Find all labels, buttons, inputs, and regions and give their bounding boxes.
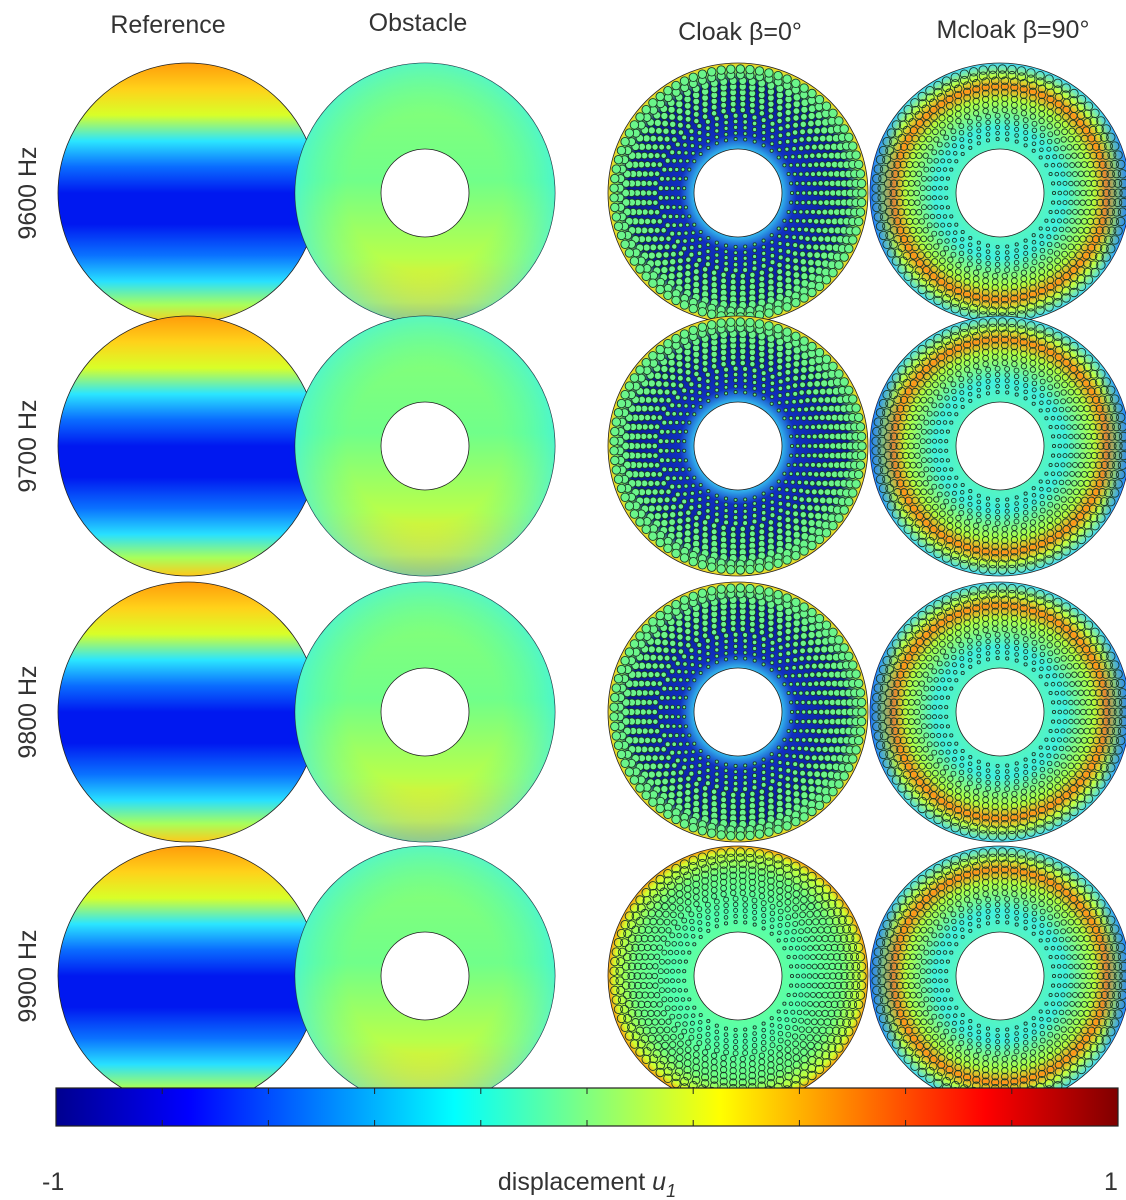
column-headers: Reference Obstacle Cloak β=0° Mcloak β=90° [110, 9, 1089, 46]
row-label-1: 9700 Hz [14, 399, 42, 492]
row-label-3: 9900 Hz [14, 929, 42, 1022]
colorbar-max-label: 1 [1104, 1168, 1118, 1196]
panel-r1-c3 [869, 315, 1126, 577]
panel-r0-c0 [57, 62, 319, 324]
column-header-2: Cloak β=0° [678, 18, 802, 46]
panel-r3-c3 [869, 845, 1126, 1107]
colorbar-min-label: -1 [42, 1168, 64, 1196]
column-header-1: Obstacle [369, 9, 468, 37]
panel-r2-c1 [294, 581, 556, 843]
panel-r2-c3 [869, 581, 1126, 843]
panel-r3-c0 [57, 845, 319, 1107]
row-labels: 9600 Hz 9700 Hz 9800 Hz 9900 Hz [14, 146, 42, 1022]
panel-r2-c2 [607, 581, 869, 843]
colorbar-gradient [55, 1087, 1119, 1127]
panel-grid [57, 62, 1126, 1107]
panel-r3-c2 [607, 845, 869, 1107]
panel-r1-c2 [607, 315, 869, 577]
panel-r0-c2 [607, 62, 869, 324]
row-label-0: 9600 Hz [14, 146, 42, 239]
panel-r0-c3 [869, 62, 1126, 324]
panel-r1-c1 [294, 315, 556, 577]
colorbar-title: displacement u1 [498, 1168, 676, 1200]
column-header-3: Mcloak β=90° [937, 16, 1090, 44]
panel-r0-c1 [294, 62, 556, 324]
panel-r3-c1 [294, 845, 556, 1107]
colorbar-ticks [161, 1088, 1013, 1126]
column-header-0: Reference [110, 11, 225, 39]
panel-r1-c0 [57, 315, 319, 577]
row-label-2: 9800 Hz [14, 665, 42, 758]
panel-r2-c0 [57, 581, 319, 843]
colorbar: -1 1 displacement u1 [42, 1087, 1119, 1200]
